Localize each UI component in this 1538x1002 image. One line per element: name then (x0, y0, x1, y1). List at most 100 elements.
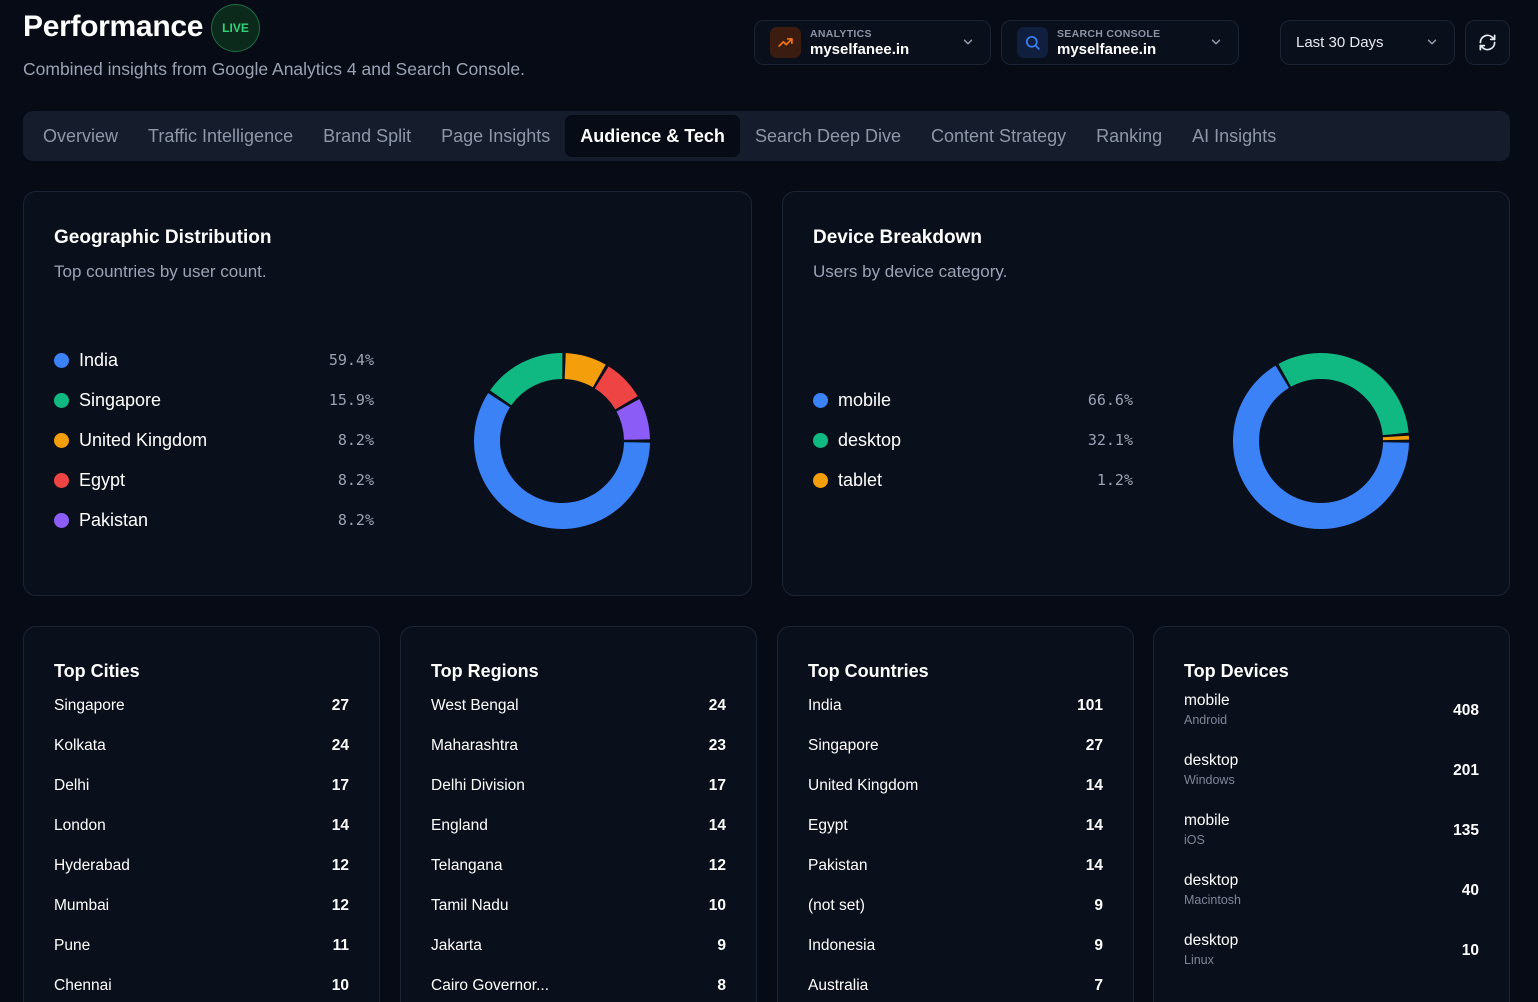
tab-page-insights[interactable]: Page Insights (441, 125, 551, 146)
legend-item: United Kingdom 8.2% (54, 420, 374, 460)
legend-value: 32.1% (1087, 431, 1133, 449)
list-item: Pakistan 14 (808, 846, 1103, 886)
legend-value: 59.4% (328, 351, 374, 369)
analytics-property-value: myselfanee.in (810, 40, 910, 58)
device-os: Linux (1184, 953, 1214, 967)
device-count: 408 (1453, 702, 1479, 719)
region-count: 14 (708, 817, 726, 834)
region-name: Delhi Division (431, 777, 525, 794)
legend-item: desktop 32.1% (813, 420, 1133, 460)
card-title: Top Regions (431, 661, 539, 681)
list-item: Singapore 27 (54, 686, 349, 726)
city-count: 11 (332, 937, 349, 954)
geo-slice-pakistan[interactable] (616, 399, 650, 440)
geo-donut-chart (474, 353, 650, 529)
list-item: desktop Macintosh 40 (1184, 866, 1479, 926)
legend-dot (54, 352, 69, 368)
legend-label: Singapore (79, 389, 162, 410)
page-title: Performance (23, 10, 204, 43)
device-os: Macintosh (1184, 893, 1241, 907)
live-badge: LIVE (211, 4, 260, 52)
geo-slice-india[interactable] (474, 393, 650, 529)
list-item: Egypt 14 (808, 806, 1103, 846)
tab-ranking[interactable]: Ranking (1096, 125, 1163, 146)
country-count: 27 (1085, 737, 1103, 754)
list-item: Telangana 12 (431, 846, 726, 886)
device-breakdown-card: Device Breakdown Users by device categor… (782, 191, 1510, 596)
list-item: Mumbai 12 (54, 886, 349, 926)
city-name: Singapore (54, 697, 125, 714)
city-count: 24 (331, 737, 349, 754)
legend-item: Singapore 15.9% (54, 380, 374, 420)
legend-item: mobile 66.6% (813, 380, 1133, 420)
top-devices-card: Top Devices mobile Android 408 desktop Wind… (1153, 626, 1510, 1002)
legend-dot (813, 472, 828, 488)
list-item: Singapore 27 (808, 726, 1103, 766)
device-slice-tablet[interactable] (1382, 435, 1409, 441)
device-donut-chart (1233, 353, 1409, 529)
device-slice-mobile[interactable] (1233, 365, 1409, 529)
tab-overview[interactable]: Overview (43, 125, 119, 146)
city-name: Kolkata (54, 737, 106, 754)
geo-slice-singapore[interactable] (490, 353, 563, 406)
country-count: 9 (1094, 937, 1103, 954)
device-count: 135 (1453, 822, 1479, 839)
analytics-property-select[interactable]: ANALYTICS myselfanee.in (754, 20, 991, 65)
geo-slice-united-kingdom[interactable] (564, 353, 606, 388)
region-count: 12 (708, 857, 726, 874)
card-title: Top Cities (54, 661, 140, 681)
legend-label: United Kingdom (79, 429, 208, 450)
tab-audience-tech[interactable]: Audience & Tech (565, 115, 740, 157)
refresh-icon (1479, 34, 1496, 51)
legend-dot (54, 432, 69, 448)
country-name: Australia (808, 977, 869, 994)
region-name: Telangana (431, 857, 503, 874)
search-console-property-select[interactable]: SEARCH CONSOLE myselfanee.in (1001, 20, 1239, 65)
city-name: Chennai (54, 977, 112, 994)
legend-dot (54, 472, 69, 488)
list-item: United Kingdom 14 (808, 766, 1103, 806)
geo-legend: India 59.4% Singapore 15.9% United Kingd… (54, 340, 374, 540)
region-name: West Bengal (431, 697, 519, 714)
tab-ai-insights[interactable]: AI Insights (1192, 125, 1277, 146)
list-item: London 14 (54, 806, 349, 846)
top-countries-card: Top Countries India 101 Singapore 27 Unite… (777, 626, 1134, 1002)
legend-value: 8.2% (337, 471, 374, 489)
tab-brand-split[interactable]: Brand Split (323, 125, 412, 146)
refresh-button[interactable] (1465, 20, 1510, 65)
top-cities-card: Top Cities Singapore 27 Kolkata 24 Delhi 17… (23, 626, 380, 1002)
legend-dot (813, 392, 828, 408)
tab-traffic-intelligence[interactable]: Traffic Intelligence (148, 125, 294, 146)
country-count: 14 (1085, 857, 1103, 874)
list-item: India 101 (808, 686, 1103, 726)
country-count: 14 (1085, 817, 1103, 834)
legend-value: 8.2% (337, 431, 374, 449)
tab-search-deep-dive[interactable]: Search Deep Dive (754, 125, 902, 146)
list-item: Cairo Governor... 8 (431, 966, 726, 1002)
date-range-value: Last 30 Days (1296, 34, 1384, 51)
list-item: (not set) 9 (808, 886, 1103, 926)
legend-label: desktop (838, 429, 902, 450)
device-os: Android (1184, 713, 1228, 727)
date-range-select[interactable]: Last 30 Days (1280, 20, 1455, 65)
tab-content-strategy[interactable]: Content Strategy (931, 125, 1067, 146)
legend-label: Pakistan (79, 509, 149, 530)
geographic-distribution-card: Geographic Distribution Top countries by… (23, 191, 752, 596)
region-count: 10 (708, 897, 726, 914)
legend-label: India (79, 349, 119, 370)
region-name: Jakarta (431, 937, 482, 954)
top-regions-card: Top Regions West Bengal 24 Maharashtra 23 … (400, 626, 757, 1002)
country-name: Egypt (808, 817, 848, 834)
card-title: Top Countries (808, 661, 929, 681)
legend-dot (54, 392, 69, 408)
legend-value: 66.6% (1087, 391, 1133, 409)
list-item: Delhi 17 (54, 766, 349, 806)
list-item: Hyderabad 12 (54, 846, 349, 886)
geo-slice-egypt[interactable] (594, 366, 638, 410)
analytics-label: ANALYTICS (810, 27, 872, 40)
list-item: Tamil Nadu 10 (431, 886, 726, 926)
region-name: Tamil Nadu (431, 897, 509, 914)
legend-item: tablet 1.2% (813, 460, 1133, 500)
country-name: United Kingdom (808, 777, 919, 794)
device-slice-desktop[interactable] (1278, 353, 1409, 436)
